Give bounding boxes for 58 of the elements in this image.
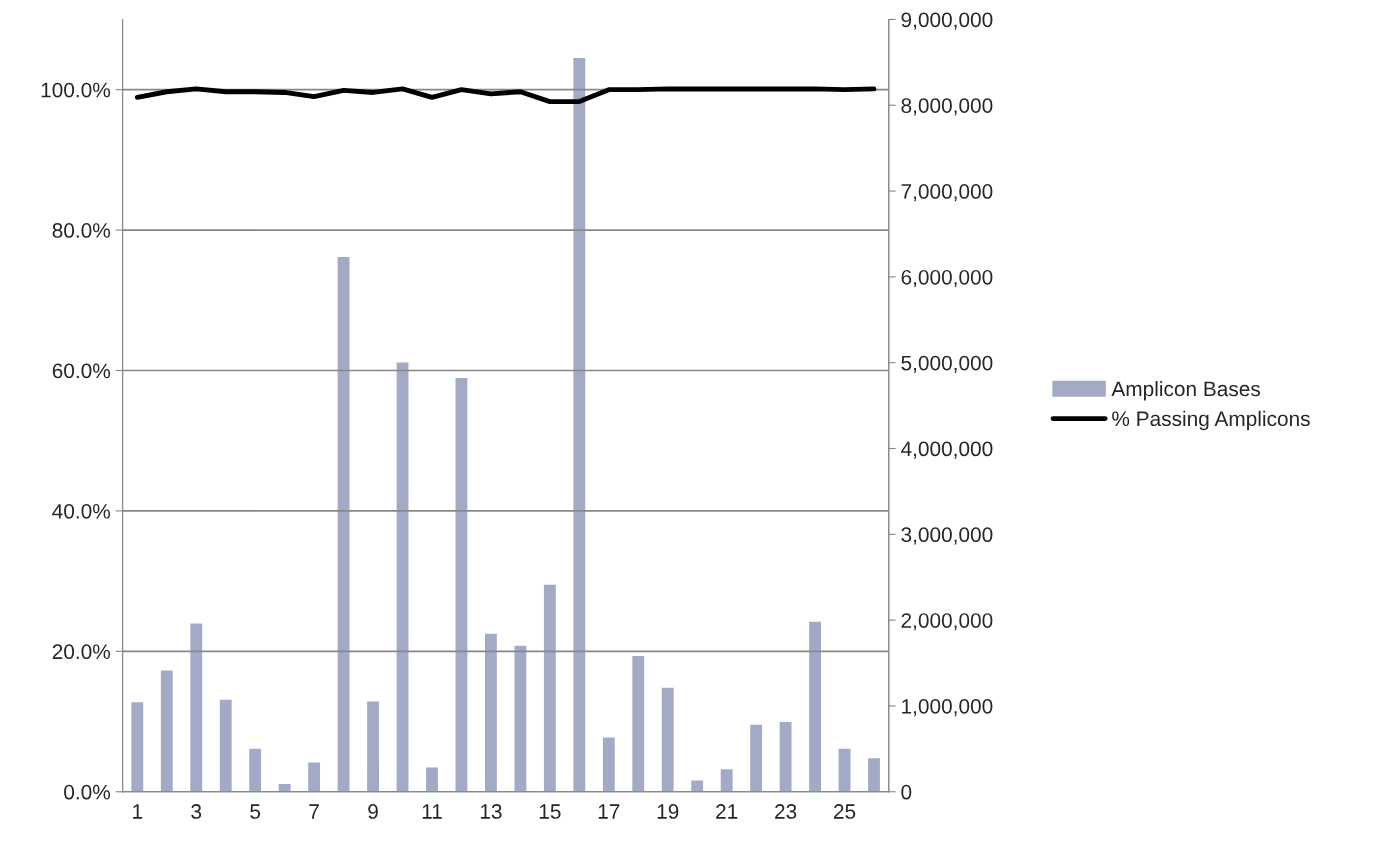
bar (218, 698, 234, 792)
bar (336, 255, 351, 792)
bar (689, 779, 705, 792)
y-tick-label: 80.0% (52, 223, 111, 238)
x-tick-label: 11 (422, 804, 442, 819)
bar (454, 376, 469, 792)
line-series (134, 86, 877, 105)
bar (778, 720, 793, 792)
x-tick-label: 23 (775, 804, 797, 819)
y2-tick-label: 0 (901, 784, 912, 800)
y-tick-label: 60.0% (52, 363, 111, 379)
bar (807, 620, 823, 792)
x-tick-label: 15 (539, 804, 561, 819)
y2-tick-label: 1,000,000 (902, 698, 993, 717)
y2-tick-label: 6,000,000 (901, 269, 993, 288)
bar (630, 654, 646, 792)
y2-tick-label: 3,000,000 (901, 527, 993, 545)
x-tick-label: 13 (480, 804, 502, 819)
bar (837, 747, 852, 792)
bar (424, 766, 440, 792)
y2-tick-label: 8,000,000 (901, 98, 993, 116)
bar (159, 669, 175, 792)
y2-tick-label: 7,000,000 (901, 184, 993, 202)
bar (719, 767, 734, 792)
y-tick-label: 100.0% (41, 82, 111, 98)
y2-tick-label: 9,000,000 (901, 12, 993, 30)
bar (748, 723, 764, 792)
bar (306, 761, 322, 792)
bar (395, 361, 410, 792)
legend-label: % Passing Amplicons (1112, 410, 1310, 431)
x-tick-label: 3 (191, 804, 202, 819)
bar (513, 644, 528, 792)
x-tick-label: 1 (133, 804, 143, 819)
y-tick-label: 20.0% (52, 644, 111, 660)
x-tick-label: 7 (309, 804, 319, 819)
x-tick-label: 19 (657, 804, 679, 819)
bar (188, 622, 204, 792)
bar (572, 56, 587, 792)
legend-label: Amplicon Bases (1111, 380, 1261, 401)
x-tick-label: 5 (250, 804, 261, 819)
bar (866, 756, 882, 792)
bar (601, 736, 617, 792)
y-tick-label: 0.0% (64, 784, 111, 800)
bar (129, 700, 145, 792)
bar (247, 747, 263, 792)
y2-tick-label: 5,000,000 (901, 355, 993, 373)
x-tick-label: 25 (834, 804, 856, 819)
y2-tick-label: 2,000,000 (901, 613, 993, 631)
bar (660, 686, 676, 792)
bar (365, 700, 381, 792)
x-tick-label: 21 (716, 804, 738, 819)
y2-tick-label: 4,000,000 (901, 441, 993, 459)
bar (277, 782, 292, 792)
y-tick-label: 40.0% (52, 503, 111, 519)
x-tick-label: 17 (598, 804, 620, 819)
bar (542, 583, 558, 792)
bar (483, 632, 499, 792)
x-tick-label: 9 (368, 804, 378, 819)
